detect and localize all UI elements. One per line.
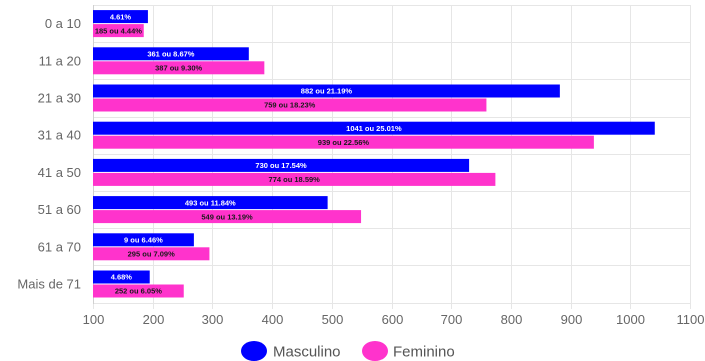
x-axis-tick-labels: 100 200 300 400 500 600 700 800 900 1000 1100 xyxy=(83,312,705,327)
category-label: 41 a 50 xyxy=(38,165,81,180)
bar-data-label: 4.61% xyxy=(110,12,132,21)
bar-masculino[interactable] xyxy=(93,158,470,172)
category-labels: 0 a 10 11 a 20 21 a 30 31 a 40 41 a 50 51 a 6… xyxy=(17,16,81,291)
grid-lines xyxy=(93,5,691,309)
bar-feminino[interactable] xyxy=(93,284,184,298)
legend-label: Masculino xyxy=(273,344,341,361)
x-tick-label: 800 xyxy=(501,312,523,327)
bar-feminino[interactable] xyxy=(93,210,362,224)
bar-data-label: 774 ou 18.59% xyxy=(269,175,321,184)
bar-data-label: 730 ou 17.54% xyxy=(255,161,307,170)
bar-feminino[interactable] xyxy=(93,98,487,112)
bar-data-label: 9 ou 6.46% xyxy=(124,236,163,245)
bar-data-label: 1041 ou 25.01% xyxy=(346,124,402,133)
x-tick-label: 1100 xyxy=(677,312,705,327)
x-tick-label: 200 xyxy=(143,312,165,327)
x-tick-label: 900 xyxy=(561,312,583,327)
bar-feminino[interactable] xyxy=(93,247,210,261)
category-label: 51 a 60 xyxy=(38,202,81,217)
bar-feminino[interactable] xyxy=(93,61,265,75)
x-tick-label: 600 xyxy=(382,312,404,327)
category-label: 0 a 10 xyxy=(45,16,81,31)
legend-item-feminino[interactable]: Feminino xyxy=(362,341,455,361)
category-label: 31 a 40 xyxy=(38,128,81,143)
category-label: 11 a 20 xyxy=(39,53,81,68)
bars xyxy=(93,10,655,298)
category-label: Mais de 71 xyxy=(17,277,81,292)
bar-data-label: 4.68% xyxy=(111,273,133,282)
x-tick-label: 400 xyxy=(262,312,284,327)
bar-data-label: 549 ou 13.19% xyxy=(201,212,253,221)
bar-masculino[interactable] xyxy=(93,47,249,61)
category-label: 61 a 70 xyxy=(38,239,81,254)
bar-data-label: 882 ou 21.19% xyxy=(301,87,353,96)
x-tick-label: 300 xyxy=(202,312,224,327)
legend-swatch xyxy=(241,341,267,361)
bar-masculino[interactable] xyxy=(93,196,328,210)
legend-item-masculino[interactable]: Masculino xyxy=(241,341,341,361)
x-tick-label: 700 xyxy=(441,312,463,327)
bar-data-label: 939 ou 22.56% xyxy=(318,138,370,147)
bar-data-label: 295 ou 7.09% xyxy=(128,250,175,259)
bar-data-label: 252 ou 6.05% xyxy=(115,287,162,296)
bar-feminino[interactable] xyxy=(93,135,594,149)
bar-masculino[interactable] xyxy=(93,84,560,98)
category-label: 21 a 30 xyxy=(38,91,81,106)
x-tick-label: 100 xyxy=(83,312,105,327)
bar-masculino[interactable] xyxy=(93,270,150,284)
bar-feminino[interactable] xyxy=(93,24,144,38)
bar-labels: 4.61% 185 ou 4.44% 361 ou 8.67% 387 ou 9.30… xyxy=(95,12,402,295)
bar-data-label: 759 ou 18.23% xyxy=(264,101,316,110)
legend[interactable]: Masculino Feminino xyxy=(241,341,455,361)
bar-data-label: 185 ou 4.44% xyxy=(95,26,142,35)
bar-data-label: 493 ou 11.84% xyxy=(185,198,236,207)
bar-masculino[interactable] xyxy=(93,121,655,135)
x-tick-label: 1000 xyxy=(616,312,645,327)
bar-data-label: 387 ou 9.30% xyxy=(155,64,202,73)
legend-label: Feminino xyxy=(393,344,455,361)
bar-data-label: 361 ou 8.67% xyxy=(147,50,194,59)
bar-masculino[interactable] xyxy=(93,233,194,247)
bar-feminino[interactable] xyxy=(93,172,496,186)
x-tick-label: 500 xyxy=(322,312,344,327)
legend-swatch xyxy=(362,341,388,361)
bar-masculino[interactable] xyxy=(93,10,148,24)
